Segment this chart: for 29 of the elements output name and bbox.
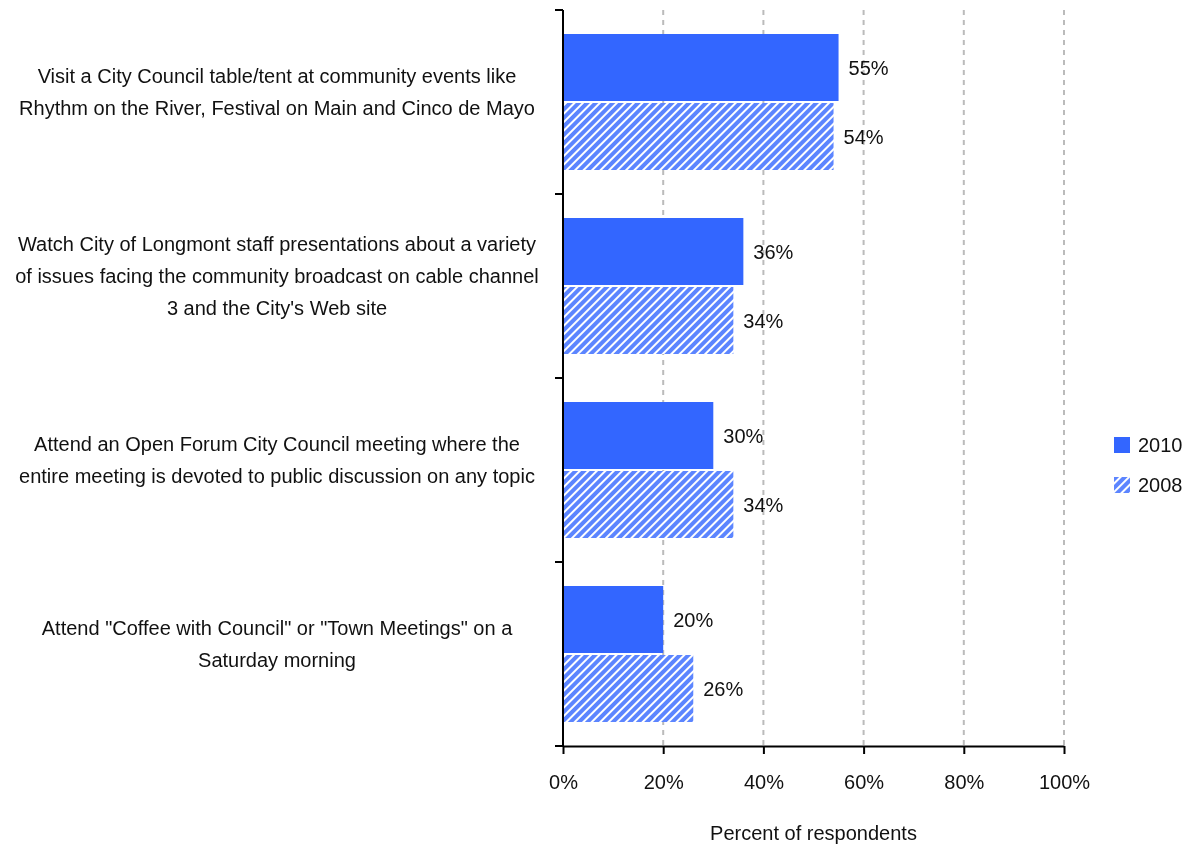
bar: [563, 103, 834, 170]
x-tick-label: 0%: [549, 771, 579, 793]
x-tick-label: 60%: [844, 771, 885, 793]
y-tick-label: Watch City of Longmont staff presentations about a variety of issues facing the community broadcast on cable channel 3 and the City's Web site: [15, 233, 539, 319]
bar: [563, 402, 714, 469]
data-label: 36%: [753, 240, 794, 263]
bar: [563, 287, 734, 354]
data-label: 55%: [848, 56, 889, 79]
data-label: 54%: [843, 125, 884, 148]
x-tick-label: 40%: [743, 771, 785, 793]
data-label: 26%: [703, 677, 744, 700]
bar: [563, 655, 694, 722]
x-tick-label: 100%: [1038, 771, 1091, 793]
data-label: 34%: [743, 309, 784, 332]
x-axis-title: Percent of respondents: [710, 822, 917, 844]
data-label: 30%: [723, 424, 764, 447]
data-label: 20%: [673, 608, 714, 631]
y-tick-label: Attend an Open Forum City Council meeting where the entire meeting is devoted to public discussion on any topic: [19, 433, 535, 487]
y-tick-label: Visit a City Council table/tent at community events like Rhythm on the River, Festival on Main and Cinco de Mayo: [19, 65, 535, 119]
y-tick-label: Attend "Coffee with Council" or "Town Meetings" on a Saturday morning: [41, 617, 514, 671]
legend-label: 2010: [1138, 434, 1183, 456]
data-label: 34%: [743, 493, 784, 516]
x-tick-label: 80%: [944, 771, 985, 793]
bar: [563, 471, 734, 538]
bar: [563, 586, 664, 653]
bar: [563, 34, 839, 101]
bar: [563, 218, 744, 285]
x-tick-label: 20%: [643, 771, 684, 793]
legend-label: 2008: [1138, 474, 1183, 496]
